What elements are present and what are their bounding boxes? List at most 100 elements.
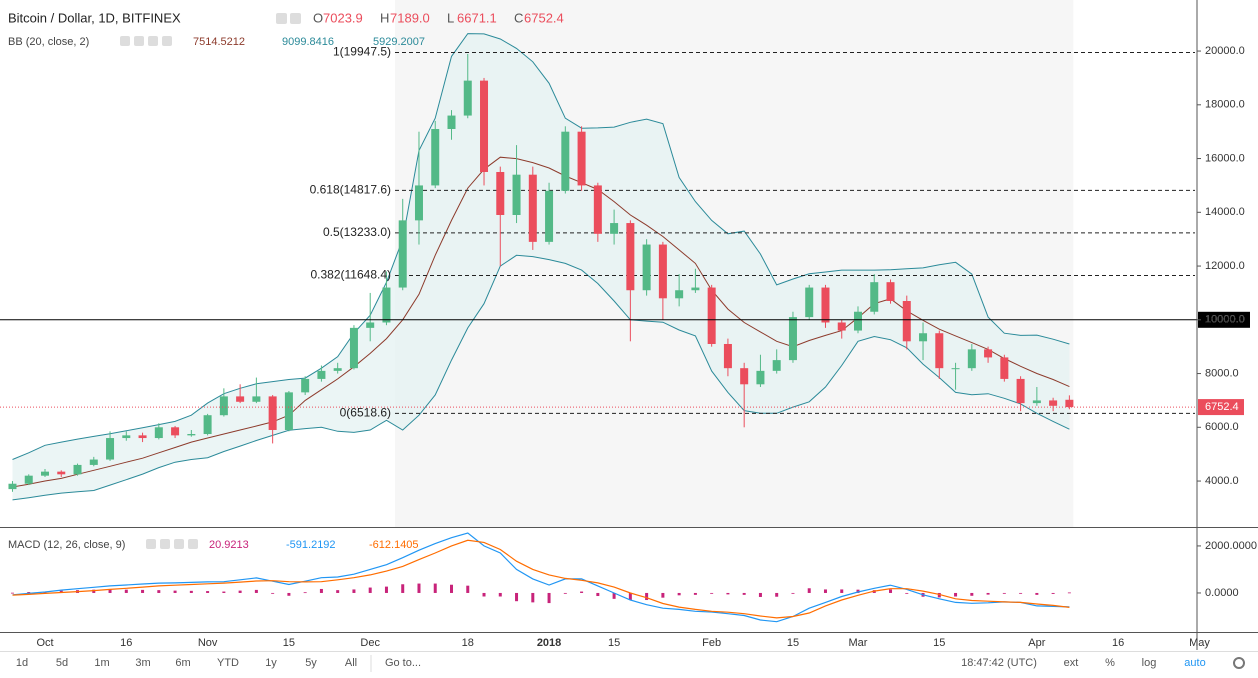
candle-body [512, 174, 521, 215]
scale-option[interactable]: % [1105, 657, 1115, 669]
range-button[interactable]: 5y [305, 657, 317, 669]
x-tick-label: Mar [849, 637, 868, 649]
ohlc-key: C [514, 10, 523, 25]
range-button[interactable]: 3m [135, 657, 150, 669]
candle-body [805, 287, 814, 318]
icon[interactable] [148, 36, 158, 46]
macd-histogram-bar [840, 589, 844, 593]
x-tick-label: 15 [933, 637, 945, 649]
icon[interactable] [134, 36, 144, 46]
candle-body [301, 378, 310, 393]
macd-histogram-bar [986, 592, 990, 595]
settings-icon[interactable] [1233, 657, 1245, 669]
macd-histogram-bar [157, 590, 161, 593]
macd-histogram-bar [580, 591, 584, 593]
macd-value: -591.2192 [286, 539, 336, 551]
range-button[interactable]: 1m [94, 657, 109, 669]
macd-histogram-bar [645, 592, 649, 601]
ohlc-key: L [447, 10, 454, 25]
range-button[interactable]: 6m [175, 657, 190, 669]
candle-body [854, 311, 862, 331]
candle-body [593, 185, 602, 234]
candle-body [366, 322, 375, 328]
candle-body [1000, 357, 1009, 379]
macd-histogram-bar [515, 592, 519, 602]
icon[interactable] [188, 539, 198, 549]
candle-body [89, 459, 98, 465]
y-tick-label: 16000.0 [1205, 152, 1245, 164]
macd-histogram-bar [677, 592, 681, 596]
macd-histogram-bar [222, 591, 226, 593]
candle-body [984, 349, 993, 358]
candle-body [171, 427, 180, 436]
macd-histogram-bar [823, 589, 827, 593]
range-button[interactable]: 5d [56, 657, 68, 669]
y-tick-label: 12000.0 [1205, 260, 1245, 272]
macd-histogram-bar [954, 592, 958, 597]
icon[interactable] [146, 539, 156, 549]
x-tick-label: May [1189, 637, 1210, 649]
candle-body [463, 80, 472, 116]
y-tick-label: 20000.0 [1205, 45, 1245, 57]
candle-body [561, 131, 570, 191]
macd-histogram-bar [238, 590, 242, 593]
fib-label: 0.5(13233.0) [323, 225, 391, 239]
ohlc-value: 6752.4 [524, 10, 564, 25]
x-tick-label: 15 [787, 637, 799, 649]
candle-body [24, 475, 33, 484]
candle-body [788, 317, 797, 361]
macd-histogram-bar [807, 588, 811, 593]
macd-histogram-bar [401, 584, 405, 593]
scale-option[interactable]: ext [1064, 657, 1079, 669]
axes: 1(19947.5) 0.618(14817.6) 0.5(13233.0) 0.38… [0, 0, 1258, 652]
macd-histogram-bar [628, 592, 632, 601]
macd-histogram-bar [856, 589, 860, 593]
range-button[interactable]: 1y [265, 657, 277, 669]
candle-body [203, 415, 212, 435]
candle-body [1016, 378, 1025, 404]
candle-body [772, 360, 781, 371]
candle-body [73, 464, 82, 475]
fib-label: 0(6518.6) [340, 406, 391, 420]
x-tick-label: 16 [1112, 637, 1124, 649]
icon[interactable] [120, 36, 130, 46]
candle-body [252, 396, 261, 402]
candle-body [57, 471, 66, 475]
macd-histogram-bar [1002, 592, 1006, 594]
scale-option[interactable]: log [1142, 657, 1157, 669]
ohlc-value: 7189.0 [390, 10, 430, 25]
macd-line [12, 539, 1070, 619]
candle-body [1032, 400, 1041, 404]
scale-option[interactable]: auto [1184, 657, 1205, 669]
icon[interactable] [160, 539, 170, 549]
icon[interactable] [276, 13, 287, 24]
macd-histogram-bar [710, 592, 714, 594]
macd-histogram-bar [1035, 592, 1039, 595]
goto-button[interactable]: Go to... [385, 657, 421, 669]
candle-body [951, 368, 960, 370]
macd-histogram-bar [547, 592, 551, 604]
macd-histogram-bar [596, 592, 600, 597]
candle-body [333, 368, 342, 371]
macd-pane [10, 532, 1071, 623]
macd-histogram-bar [563, 592, 567, 594]
range-button[interactable]: 1d [16, 657, 28, 669]
macd-label: MACD (12, 26, close, 9) [8, 539, 125, 551]
price-line-tag [1198, 311, 1250, 328]
price-pane [0, 33, 1197, 501]
candle-body [821, 287, 830, 323]
candle-body [268, 396, 277, 430]
macd-histogram-bar [433, 583, 437, 593]
range-button[interactable]: YTD [217, 657, 239, 669]
candle-body [349, 327, 358, 369]
icon[interactable] [174, 539, 184, 549]
icon[interactable] [162, 36, 172, 46]
icon[interactable] [290, 13, 301, 24]
macd-histogram-bar [661, 592, 665, 598]
bb-label: BB (20, close, 2) [8, 36, 89, 48]
macd-histogram-bar [791, 592, 795, 594]
x-tick-label: Oct [36, 637, 53, 649]
macd-histogram-bar [254, 589, 258, 593]
macd-histogram-bar [1051, 592, 1055, 594]
range-button[interactable]: All [345, 657, 357, 669]
